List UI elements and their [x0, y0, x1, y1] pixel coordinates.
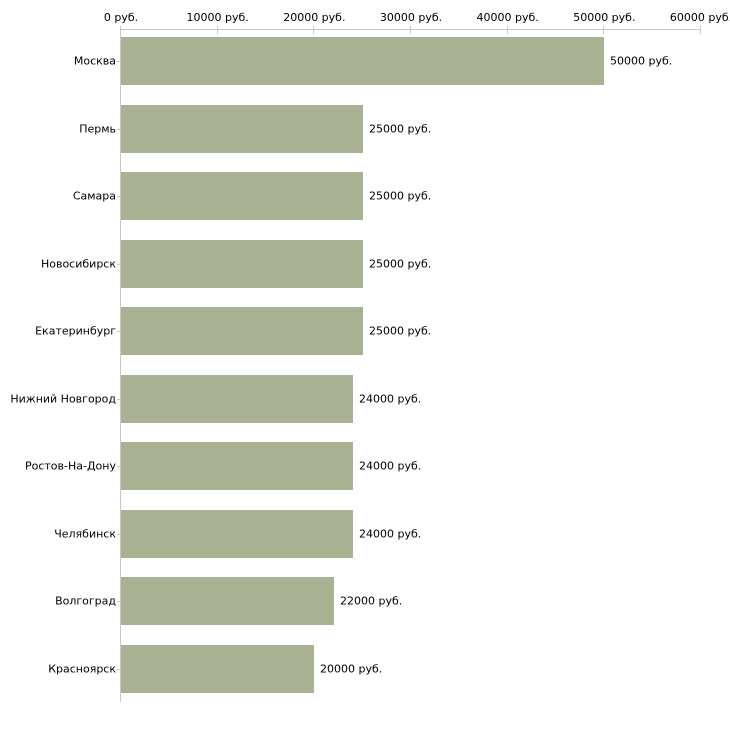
value-label: 25000 руб. — [369, 324, 432, 338]
value-label: 25000 руб. — [369, 189, 432, 203]
value-label: 20000 руб. — [320, 662, 383, 675]
x-tick — [313, 26, 315, 34]
bar — [121, 239, 363, 288]
category-label: Новосибирск — [40, 257, 116, 270]
y-tick — [117, 128, 121, 130]
y-tick — [117, 601, 121, 602]
category-label: Ростов-На-Дону — [24, 459, 116, 473]
value-label: 25000 руб. — [369, 122, 432, 135]
y-tick — [117, 61, 121, 62]
y-tick — [117, 196, 121, 197]
x-tick-label: 10000 руб. — [186, 11, 249, 24]
bar — [121, 509, 353, 558]
category-label: Москва — [73, 54, 116, 68]
bar — [121, 442, 353, 490]
y-tick — [117, 331, 121, 332]
category-label: Пермь — [79, 122, 116, 135]
value-label: 25000 руб. — [369, 257, 432, 270]
x-tick — [700, 26, 701, 34]
x-tick-label: 40000 руб. — [476, 11, 539, 24]
bar — [121, 307, 363, 355]
x-tick — [506, 26, 508, 34]
value-label: 22000 руб. — [340, 594, 403, 608]
category-label: Самара — [72, 189, 116, 203]
y-tick — [117, 668, 121, 670]
value-label: 24000 руб. — [359, 392, 422, 405]
category-label: Нижний Новгород — [10, 392, 116, 405]
bar — [121, 577, 334, 625]
category-label: Челябинск — [54, 527, 116, 540]
x-tick-label: 30000 руб. — [379, 11, 443, 24]
y-axis-line — [120, 29, 121, 702]
bar — [121, 37, 604, 85]
category-label: Екатеринбург — [35, 324, 116, 338]
y-tick — [117, 398, 121, 400]
y-tick — [117, 533, 121, 535]
bar — [121, 104, 363, 153]
x-tick — [410, 26, 411, 34]
x-tick-label: 0 руб. — [103, 11, 139, 24]
bar — [121, 644, 314, 693]
y-tick — [117, 466, 121, 467]
x-tick — [603, 26, 605, 34]
value-label: 50000 руб. — [610, 54, 673, 68]
category-label: Волгоград — [55, 594, 116, 608]
x-tick-label: 20000 руб. — [283, 11, 346, 24]
bar — [121, 172, 363, 220]
bar — [121, 374, 353, 423]
x-tick-label: 60000 руб. — [669, 11, 730, 24]
value-label: 24000 руб. — [359, 459, 422, 473]
value-label: 24000 руб. — [359, 527, 422, 540]
x-tick-label: 50000 руб. — [573, 11, 636, 24]
y-tick — [117, 263, 121, 265]
x-tick — [216, 26, 218, 34]
category-label: Красноярск — [48, 662, 116, 675]
x-tick — [120, 26, 121, 34]
